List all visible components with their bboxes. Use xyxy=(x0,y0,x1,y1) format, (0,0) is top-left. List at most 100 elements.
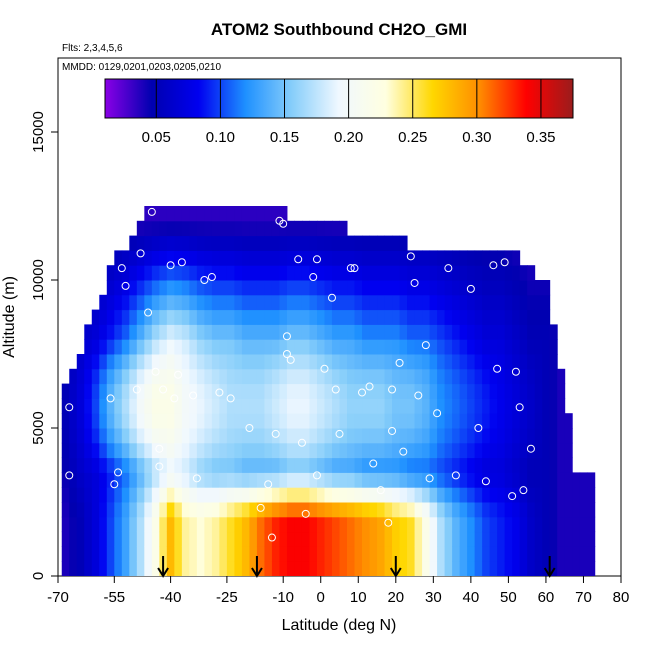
heatmap-cell xyxy=(519,487,528,503)
heatmap-cell xyxy=(316,235,325,251)
heatmap-cell xyxy=(504,516,513,533)
heatmap-cell xyxy=(84,487,93,503)
heatmap-cell xyxy=(377,561,386,576)
sample-point xyxy=(200,276,209,284)
heatmap-cell xyxy=(542,383,551,399)
heatmap-cell xyxy=(497,280,506,296)
heatmap-cell xyxy=(422,265,431,281)
heatmap-cell xyxy=(437,368,446,385)
heatmap-cell xyxy=(211,206,220,222)
heatmap-cell xyxy=(204,354,213,370)
heatmap-cell xyxy=(61,502,70,518)
sample-point xyxy=(155,444,164,453)
heatmap-cell xyxy=(234,546,243,562)
heatmap-cell xyxy=(106,516,115,533)
heatmap-cell xyxy=(211,502,220,518)
heatmap-cell xyxy=(204,206,213,222)
heatmap-cell xyxy=(422,531,431,547)
sample-point xyxy=(264,480,273,489)
sample-point xyxy=(474,424,483,432)
heatmap-cell xyxy=(437,324,446,340)
heatmap-cell xyxy=(339,368,348,385)
heatmap-cell xyxy=(256,206,265,222)
heatmap-cell xyxy=(362,383,371,399)
heatmap-cell xyxy=(106,398,115,414)
heatmap-cell xyxy=(226,220,235,237)
sample-point xyxy=(121,281,130,290)
heatmap-cell xyxy=(91,413,100,429)
heatmap-cell xyxy=(61,428,70,444)
heatmap-cell xyxy=(151,206,160,222)
heatmap-cell xyxy=(384,457,393,473)
heatmap-cell xyxy=(542,516,551,533)
heatmap-cell xyxy=(181,516,190,533)
y-axis-label: Altitude (m) xyxy=(1,276,18,358)
heatmap-cell xyxy=(159,265,168,281)
heatmap-cell xyxy=(392,413,401,429)
heatmap-cell xyxy=(316,383,325,399)
heatmap-cell xyxy=(69,516,78,533)
heatmap-cell xyxy=(497,250,506,266)
heatmap-cell xyxy=(512,561,521,576)
heatmap-cell xyxy=(106,487,115,503)
heatmap-cell xyxy=(249,339,258,355)
heatmap-cell xyxy=(219,531,228,547)
heatmap-cell xyxy=(324,339,333,355)
heatmap-cell xyxy=(527,280,536,296)
heatmap-cell xyxy=(324,546,333,562)
heatmap-cell xyxy=(444,457,453,473)
heatmap-cell xyxy=(181,368,190,385)
heatmap-cell xyxy=(219,309,228,325)
heatmap-cell xyxy=(474,294,483,311)
heatmap-cell xyxy=(467,487,476,503)
heatmap-cell xyxy=(452,546,461,562)
heatmap-cell xyxy=(256,457,265,473)
heatmap-cell xyxy=(271,398,280,414)
heatmap-cell xyxy=(489,309,498,325)
heatmap-cell xyxy=(459,472,468,488)
heatmap-cell xyxy=(249,428,258,444)
heatmap-cell xyxy=(512,442,521,459)
heatmap-cell xyxy=(489,294,498,311)
heatmap-cell xyxy=(256,487,265,503)
heatmap-cell xyxy=(452,398,461,414)
heatmap-cell xyxy=(339,516,348,533)
heatmap-cell xyxy=(256,546,265,562)
heatmap-cell xyxy=(271,546,280,562)
heatmap-cell xyxy=(512,516,521,533)
heatmap-cell xyxy=(392,398,401,414)
heatmap-cell xyxy=(234,413,243,429)
heatmap-cell xyxy=(316,502,325,518)
sample-point xyxy=(117,228,126,237)
heatmap-cell xyxy=(384,280,393,296)
heatmap-cell xyxy=(309,487,318,503)
heatmap-cell xyxy=(241,457,250,473)
heatmap-cell xyxy=(84,546,93,562)
heatmap-cell xyxy=(121,368,130,385)
heatmap-cell xyxy=(286,502,295,518)
heatmap-cell xyxy=(121,457,130,473)
heatmap-cell xyxy=(129,250,138,266)
heatmap-cell xyxy=(114,546,123,562)
heatmap-cell xyxy=(331,442,340,459)
heatmap-cell xyxy=(504,368,513,385)
heatmap-cell xyxy=(467,265,476,281)
heatmap-cell xyxy=(144,294,153,311)
heatmap-cell xyxy=(301,442,310,459)
heatmap-cell xyxy=(512,294,521,311)
heatmap-cell xyxy=(189,413,198,429)
heatmap-cell xyxy=(114,354,123,370)
heatmap-cell xyxy=(324,324,333,340)
heatmap-cell xyxy=(489,457,498,473)
heatmap-cell xyxy=(429,309,438,325)
heatmap-cell xyxy=(482,487,491,503)
heatmap-cell xyxy=(444,428,453,444)
heatmap-cell xyxy=(279,220,288,237)
heatmap-cell xyxy=(286,398,295,414)
heatmap-cell xyxy=(166,398,175,414)
heatmap-cell xyxy=(256,280,265,296)
sample-point xyxy=(388,426,397,435)
heatmap-cell xyxy=(422,294,431,311)
heatmap-cell xyxy=(249,398,258,414)
